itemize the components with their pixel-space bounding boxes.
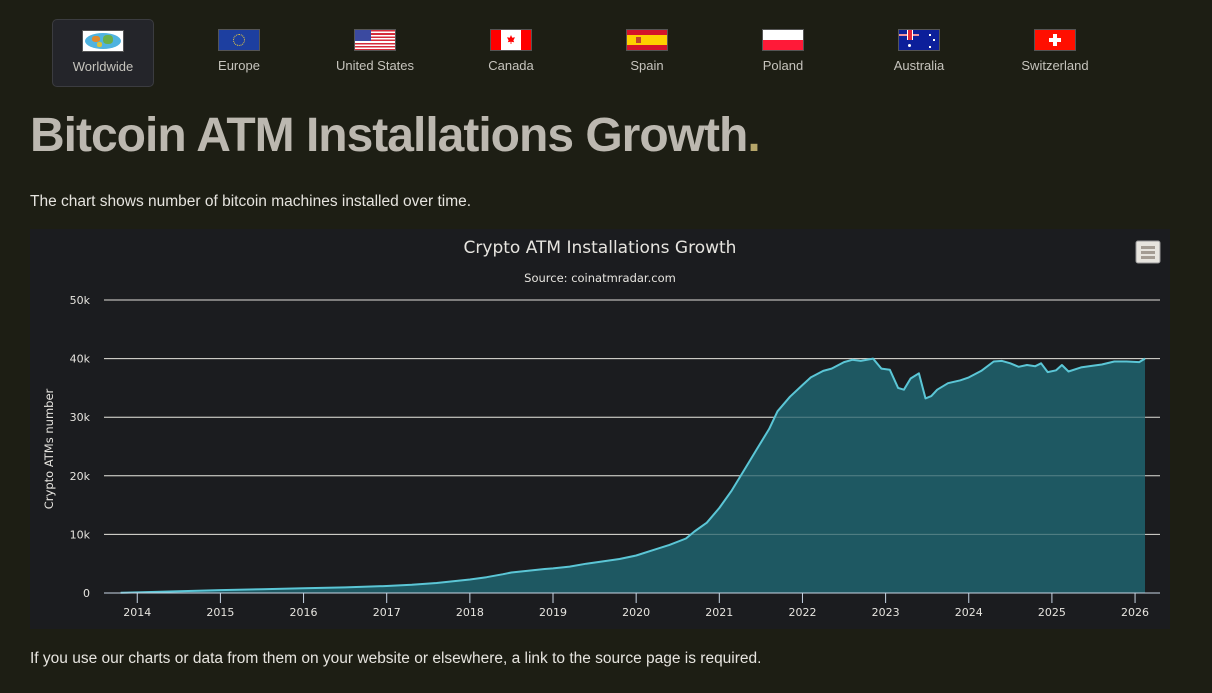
tab-label: Switzerland xyxy=(1021,58,1089,73)
x-tick-label: 2022 xyxy=(788,606,816,619)
x-tick-label: 2020 xyxy=(622,606,650,619)
x-tick-label: 2021 xyxy=(705,606,733,619)
tab-europe[interactable]: Europe xyxy=(188,19,290,87)
x-tick-label: 2026 xyxy=(1121,606,1149,619)
x-tick-label: 2014 xyxy=(123,606,151,619)
page-title: Bitcoin ATM Installations Growth. xyxy=(30,108,761,163)
tab-label: United States xyxy=(335,58,415,73)
axes: 0 10k 20k 30k 40k 50k 2014 2015 2016 2017 2018 2019… xyxy=(70,294,1160,619)
australia-flag-icon xyxy=(898,29,940,51)
x-tick-label: 2015 xyxy=(206,606,234,619)
world-map-flag-icon xyxy=(82,30,124,52)
y-tick-label: 0 xyxy=(83,587,90,600)
chart-container: Crypto ATM Installations Growth Source: … xyxy=(30,229,1170,629)
chart-subtitle: Source: coinatmradar.com xyxy=(524,271,676,285)
x-tick-label: 2018 xyxy=(456,606,484,619)
series-line xyxy=(120,357,1146,594)
series-area xyxy=(104,299,1146,594)
tab-canada[interactable]: Canada xyxy=(460,19,562,87)
y-tick-label: 30k xyxy=(70,411,91,424)
x-tick-label: 2025 xyxy=(1038,606,1066,619)
x-tick-label: 2017 xyxy=(373,606,401,619)
tab-poland[interactable]: Poland xyxy=(732,19,834,87)
tab-australia[interactable]: Australia xyxy=(868,19,970,87)
chart-title: Crypto ATM Installations Growth xyxy=(464,238,737,258)
us-flag-icon xyxy=(354,29,396,51)
x-tick-label: 2023 xyxy=(872,606,900,619)
tab-label: Poland xyxy=(762,58,804,73)
region-tabs: Worldwide Europe United States Canada Spain P… xyxy=(52,19,1152,87)
chart-menu-button[interactable] xyxy=(1135,240,1161,264)
canada-flag-icon xyxy=(490,29,532,51)
hamburger-menu-icon xyxy=(1141,246,1155,259)
y-tick-label: 40k xyxy=(70,353,91,366)
eu-flag-icon xyxy=(218,29,260,51)
tab-worldwide[interactable]: Worldwide xyxy=(52,19,154,87)
y-axis-label: Crypto ATMs number xyxy=(42,388,56,509)
y-tick-label: 50k xyxy=(70,294,91,307)
y-tick-label: 10k xyxy=(70,528,91,541)
tab-label: Spain xyxy=(630,58,664,73)
tab-label: Australia xyxy=(893,58,945,73)
x-tick-label: 2024 xyxy=(955,606,983,619)
spain-flag-icon xyxy=(626,29,668,51)
x-tick-label: 2016 xyxy=(290,606,318,619)
usage-notice: If you use our charts or data from them … xyxy=(30,650,762,667)
y-tick-label: 20k xyxy=(70,470,91,483)
series-area-fill xyxy=(120,358,1146,593)
chart-description: The chart shows number of bitcoin machin… xyxy=(30,193,472,210)
area-chart: Crypto ATM Installations Growth Source: … xyxy=(42,238,1161,619)
tab-label: Europe xyxy=(218,58,260,73)
x-tick-label: 2019 xyxy=(539,606,567,619)
tab-label: Canada xyxy=(488,58,534,73)
poland-flag-icon xyxy=(762,29,804,51)
tab-spain[interactable]: Spain xyxy=(596,19,698,87)
tab-label: Worldwide xyxy=(72,59,134,74)
tab-switzerland[interactable]: Switzerland xyxy=(1004,19,1106,87)
title-accent-dot: . xyxy=(747,109,760,162)
page-title-text: Bitcoin ATM Installations Growth xyxy=(30,109,748,162)
switzerland-flag-icon xyxy=(1034,29,1076,51)
tab-united-states[interactable]: United States xyxy=(324,19,426,87)
